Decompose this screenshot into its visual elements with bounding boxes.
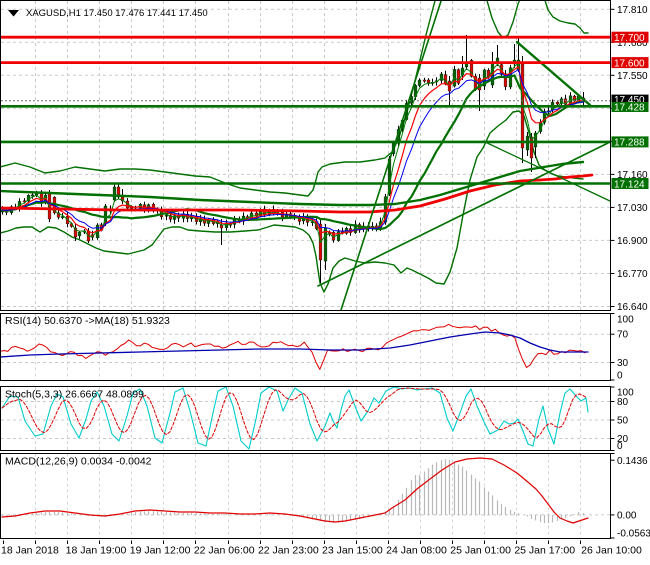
svg-text:17.550: 17.550 — [617, 71, 648, 82]
svg-text:22 Jan 23:00: 22 Jan 23:00 — [258, 545, 319, 557]
svg-text:0: 0 — [617, 441, 623, 452]
svg-text:17.600: 17.600 — [614, 58, 645, 69]
svg-text:17.680: 17.680 — [617, 38, 648, 49]
svg-text:-0.0563: -0.0563 — [617, 528, 650, 539]
svg-text:0.00: 0.00 — [617, 511, 637, 522]
svg-text:26 Jan 10:00: 26 Jan 10:00 — [581, 545, 642, 557]
svg-text:100: 100 — [617, 388, 634, 399]
svg-text:25 Jan 17:00: 25 Jan 17:00 — [514, 545, 575, 557]
svg-text:17.288: 17.288 — [614, 138, 645, 149]
svg-text:17.124: 17.124 — [614, 179, 645, 190]
svg-text:MACD(12,26,9) 0.0034 -0.0042: MACD(12,26,9) 0.0034 -0.0042 — [5, 456, 152, 468]
svg-text:24 Jan 08:00: 24 Jan 08:00 — [386, 545, 447, 557]
svg-text:17.450: 17.450 — [614, 95, 645, 106]
svg-text:XAGUSD,H1 17.450 17.476 17.44: XAGUSD,H1 17.450 17.476 17.441 17.450 — [26, 8, 208, 19]
svg-text:70: 70 — [617, 330, 629, 341]
svg-text:100: 100 — [617, 315, 634, 326]
svg-text:23 Jan 15:00: 23 Jan 15:00 — [322, 545, 383, 557]
svg-text:0: 0 — [617, 371, 623, 382]
svg-text:80: 80 — [617, 397, 629, 408]
svg-text:17.700: 17.700 — [614, 33, 645, 44]
svg-text:17.428: 17.428 — [614, 102, 645, 113]
svg-text:20: 20 — [617, 434, 629, 445]
svg-text:22 Jan 06:00: 22 Jan 06:00 — [194, 545, 255, 557]
svg-text:18 Jan 2018: 18 Jan 2018 — [1, 545, 59, 557]
svg-text:25 Jan 01:00: 25 Jan 01:00 — [450, 545, 511, 557]
svg-text:17.160: 17.160 — [617, 170, 648, 181]
svg-text:30: 30 — [617, 358, 629, 369]
svg-text:19 Jan 12:00: 19 Jan 12:00 — [130, 545, 191, 557]
svg-text:18 Jan 19:00: 18 Jan 19:00 — [66, 545, 127, 557]
svg-text:0.1436: 0.1436 — [617, 456, 648, 467]
svg-text:17.030: 17.030 — [617, 203, 648, 214]
svg-text:RSI(14) 50.6370 ->MA(18) 51.9: RSI(14) 50.6370 ->MA(18) 51.9323 — [5, 315, 170, 327]
svg-text:17.810: 17.810 — [617, 5, 648, 16]
svg-text:Stoch(5,3,3) 26.6667 48.0899: Stoch(5,3,3) 26.6667 48.0899 — [5, 389, 144, 401]
svg-text:16.900: 16.900 — [617, 236, 648, 247]
svg-text:16.640: 16.640 — [617, 302, 648, 313]
svg-text:16.770: 16.770 — [617, 269, 648, 280]
svg-text:50: 50 — [617, 416, 629, 427]
